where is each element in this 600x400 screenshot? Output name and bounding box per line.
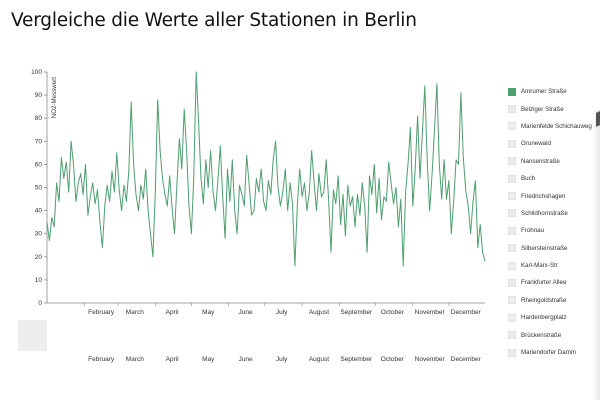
chart-thumbnail-placeholder[interactable] — [18, 320, 47, 351]
y-tick-label: 90 — [35, 92, 43, 99]
legend-item[interactable]: Grunewald — [508, 135, 600, 152]
legend-swatch — [508, 348, 516, 357]
legend-label: Belziger Straße — [521, 105, 564, 113]
legend-swatch — [508, 122, 516, 131]
scrollbar-track[interactable] — [592, 110, 600, 400]
x-tick-label: April — [166, 309, 180, 316]
legend-swatch — [508, 313, 516, 322]
legend-label: Frankfurter Allee — [521, 279, 567, 287]
legend-label: Silbersteinstraße — [521, 244, 568, 252]
legend-item[interactable]: Frankfurter Allee — [508, 274, 600, 291]
legend-item[interactable]: Nansenstraße — [508, 153, 600, 170]
context-axis-label: June — [238, 356, 252, 363]
x-tick-label: July — [276, 309, 288, 316]
x-tick-label: September — [340, 309, 373, 316]
legend-item[interactable]: Brückenstraße — [508, 326, 600, 343]
legend-swatch — [508, 226, 516, 235]
legend-label: Karl-Marx-Str — [521, 262, 558, 270]
x-tick-label: March — [126, 309, 144, 316]
legend-label: Amrumer Straße — [521, 88, 567, 96]
legend: Amrumer Straße Belziger Straße Marienfelde… — [508, 83, 600, 361]
y-tick-label: 40 — [35, 208, 43, 215]
y-tick-label: 0 — [38, 300, 42, 307]
y-tick-label: 20 — [35, 254, 43, 261]
legend-item[interactable]: Karl-Marx-Str — [508, 257, 600, 274]
y-tick-label: 10 — [35, 277, 43, 284]
legend-item[interactable]: Amrumer Straße — [508, 83, 600, 100]
legend-swatch — [508, 209, 516, 218]
y-tick-label: 70 — [35, 138, 43, 145]
legend-item[interactable]: Hardenbergplatz — [508, 309, 600, 326]
legend-item[interactable]: Mariendorfer Damm — [508, 344, 600, 361]
context-axis-label: December — [451, 356, 482, 363]
legend-item[interactable]: Marienfelde Schichauweg — [508, 118, 600, 135]
legend-label: Friedrichshagen — [521, 192, 566, 200]
legend-swatch — [508, 87, 516, 96]
y-tick-label: 100 — [31, 69, 42, 76]
legend-item[interactable]: Friedrichshagen — [508, 187, 600, 204]
legend-label: Frohnau — [521, 227, 545, 235]
y-tick-label: 60 — [35, 161, 43, 168]
plot-area: 0 10 20 30 40 50 60 70 80 90 100 NO2-Messwert Februa… — [31, 69, 486, 363]
legend-label: Nansenstraße — [521, 157, 560, 165]
context-axis-label: August — [309, 356, 329, 363]
legend-item[interactable]: Buch — [508, 170, 600, 187]
legend-swatch — [508, 244, 516, 253]
legend-swatch — [508, 157, 516, 166]
legend-label: Marienfelde Schichauweg — [521, 122, 592, 130]
legend-label: Hardenbergplatz — [521, 314, 567, 322]
y-tick-label: 30 — [35, 231, 43, 238]
y-tick-label: 80 — [35, 115, 43, 122]
context-axis-label: March — [126, 356, 144, 363]
legend-swatch — [508, 105, 516, 114]
y-axis-label: NO2-Messwert — [51, 77, 58, 119]
legend-label: Schildhornstraße — [521, 209, 568, 217]
context-axis-label: April — [166, 356, 180, 363]
context-axis-label: October — [381, 356, 405, 363]
legend-swatch — [508, 278, 516, 287]
legend-swatch — [508, 174, 516, 183]
x-tick-label: December — [451, 309, 482, 316]
legend-swatch — [508, 261, 516, 270]
legend-item[interactable]: Rheingoldstraße — [508, 292, 600, 309]
legend-label: Brückenstraße — [521, 331, 562, 339]
x-tick-label: November — [415, 309, 446, 316]
legend-item[interactable]: Schildhornstraße — [508, 205, 600, 222]
x-tick-label: February — [88, 309, 115, 316]
page-title: Vergleiche die Werte aller Stationen in … — [11, 10, 417, 31]
y-tick-label: 50 — [35, 185, 43, 192]
legend-swatch — [508, 331, 516, 340]
legend-swatch — [508, 296, 516, 305]
context-axis-label: July — [276, 356, 288, 363]
series-line-amrumer-strasse[interactable] — [46, 71, 486, 267]
x-tick-label: August — [309, 309, 329, 316]
legend-label: Buch — [521, 175, 536, 183]
legend-label: Rheingoldstraße — [521, 296, 567, 304]
context-axis-label: May — [202, 356, 215, 363]
context-axis-label: November — [415, 356, 446, 363]
context-axis-label: September — [340, 356, 373, 363]
legend-label: Mariendorfer Damm — [521, 349, 577, 357]
legend-label: Grunewald — [521, 140, 551, 148]
x-tick-label: May — [202, 309, 215, 316]
legend-swatch — [508, 139, 516, 148]
x-tick-label: June — [238, 309, 252, 316]
legend-item[interactable]: Frohnau — [508, 222, 600, 239]
legend-swatch — [508, 192, 516, 201]
context-axis-label: February — [88, 356, 115, 363]
legend-item[interactable]: Silbersteinstraße — [508, 240, 600, 257]
x-tick-label: October — [381, 309, 405, 316]
cursor-indicator — [596, 111, 600, 127]
legend-item[interactable]: Belziger Straße — [508, 100, 600, 117]
